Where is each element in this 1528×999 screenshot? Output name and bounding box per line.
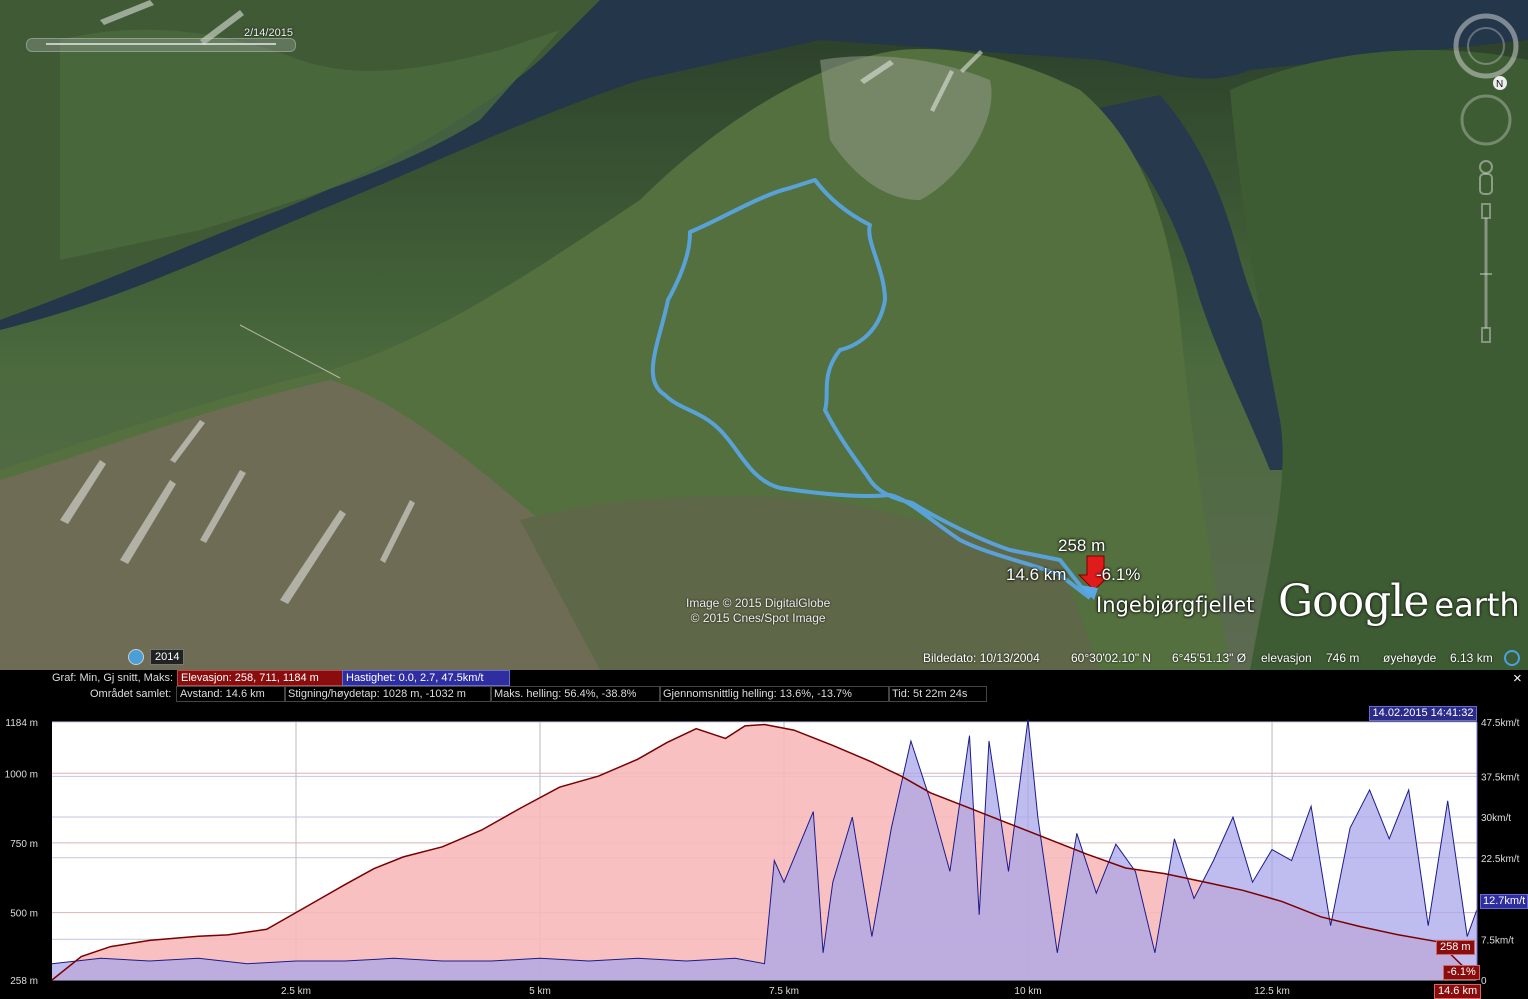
move-joystick[interactable] [1460, 94, 1512, 146]
max-slope-stat: Maks. helling: 56.4%, -38.8% [490, 686, 661, 702]
time-slider-bar[interactable] [46, 43, 276, 45]
look-joystick[interactable] [1453, 13, 1519, 79]
imagery-copyright: Image © 2015 DigitalGlobe © 2015 Cnes/Sp… [686, 596, 830, 626]
graph-label: Graf: Min, Gj snitt, Maks: [52, 672, 174, 684]
cursor-distance-tag: 14.6 km [1434, 984, 1482, 999]
y-right-tick-label: 0 [1481, 976, 1487, 987]
y-right-tick-label: 22.5km/t [1481, 854, 1520, 865]
elevation-value: 746 m [1326, 651, 1360, 665]
close-profile-button[interactable]: × [1513, 670, 1522, 687]
streaming-status-icon [1504, 650, 1520, 666]
clock-icon[interactable] [128, 649, 144, 665]
earth-viewport[interactable]: 2/14/2015 N 258 m 14.6 km -6.1% Ingebjør… [0, 0, 1528, 670]
speed-area [52, 719, 1477, 980]
track-elevation-label: 258 m [1058, 536, 1106, 555]
track-grade-label: -6.1% [1096, 565, 1141, 584]
y-right-tick-label: 30km/t [1481, 813, 1511, 824]
x-tick-label: 7.5 km [769, 986, 799, 997]
status-bar: Bildedato: 10/13/2004 60°30'02.10" N 6°4… [0, 646, 1528, 670]
terrain-imagery [0, 0, 1528, 670]
eye-altitude-value: 6.13 km [1450, 651, 1493, 665]
distance-stat: Avstand: 14.6 km [176, 686, 286, 702]
historical-year: 2014 [150, 649, 185, 665]
time-slider-date: 2/14/2015 [244, 27, 293, 39]
compass-north-label: N [1496, 79, 1503, 90]
longitude-readout: 6°45'51.13" Ø [1172, 651, 1247, 665]
logo-google-text: Google [1278, 576, 1429, 627]
y-left-tick-label: 500 m [10, 909, 38, 920]
elevation-line [51, 723, 1478, 981]
historical-imagery-badge[interactable]: 2014 [128, 648, 185, 666]
elevation-speed-chart[interactable]: 2.5 km 5 km 7.5 km 10 km 12.5 km 258 m 500 m 75… [0, 670, 1528, 999]
speed-line [51, 719, 1478, 965]
speed-stats-toggle[interactable]: Hastighet: 0.0, 2.7, 47.5km/t [342, 670, 510, 686]
x-tick-label: 12.5 km [1254, 986, 1290, 997]
track-distance-label: 14.6 km [1006, 565, 1067, 584]
area-label: Området samlet: [90, 688, 172, 700]
gain-loss-stat: Stigning/høydetap: 1028 m, -1032 m [284, 686, 492, 702]
cursor-speed-tag: 12.7km/t [1480, 894, 1528, 909]
place-label[interactable]: Ingebjørgfjellet [1096, 593, 1255, 617]
copyright-line-2: © 2015 Cnes/Spot Image [690, 611, 826, 625]
y-left-tick-label: 1184 m [5, 718, 38, 729]
zoom-slider[interactable] [1480, 203, 1492, 343]
google-earth-logo: Google earth [1278, 576, 1520, 627]
y-right-tick-label: 47.5km/t [1481, 718, 1520, 729]
time-stat: Tid: 5t 22m 24s [888, 686, 987, 702]
elevation-profile-panel: Graf: Min, Gj snitt, Maks: Elevasjon: 25… [0, 670, 1528, 999]
elevation-label: elevasjon [1261, 651, 1312, 665]
cursor-timestamp: 14.02.2015 14:41:32 [1369, 706, 1477, 721]
cursor-elevation-tag: 258 m [1436, 940, 1475, 955]
historical-time-slider[interactable]: 2/14/2015 [26, 27, 296, 54]
track-cursor-marker [1077, 555, 1112, 591]
latitude-readout: 60°30'02.10" N [1071, 651, 1152, 665]
y-right-tick-label: 37.5km/t [1481, 772, 1520, 783]
y-left-tick-label: 1000 m [5, 769, 38, 780]
street-view-pegman-icon[interactable] [1479, 160, 1493, 195]
logo-earth-text: earth [1434, 586, 1520, 624]
y-left-tick-label: 750 m [10, 839, 38, 850]
y-right-tick-label: 7.5km/t [1481, 935, 1514, 946]
x-tick-label: 5 km [529, 986, 551, 997]
avg-slope-stat: Gjennomsnittlig helling: 13.6%, -13.7% [659, 686, 890, 702]
eye-altitude-label: øyehøyde [1383, 651, 1437, 665]
image-date: Bildedato: 10/13/2004 [923, 651, 1040, 665]
compass-north-icon[interactable]: N [1493, 76, 1507, 90]
cursor-grade-tag: -6.1% [1443, 965, 1480, 980]
navigation-controls[interactable]: N [1438, 12, 1528, 352]
y-left-tick-label: 258 m [10, 976, 38, 987]
x-tick-label: 10 km [1014, 986, 1041, 997]
copyright-line-1: Image © 2015 DigitalGlobe [686, 596, 831, 610]
x-tick-label: 2.5 km [281, 986, 311, 997]
